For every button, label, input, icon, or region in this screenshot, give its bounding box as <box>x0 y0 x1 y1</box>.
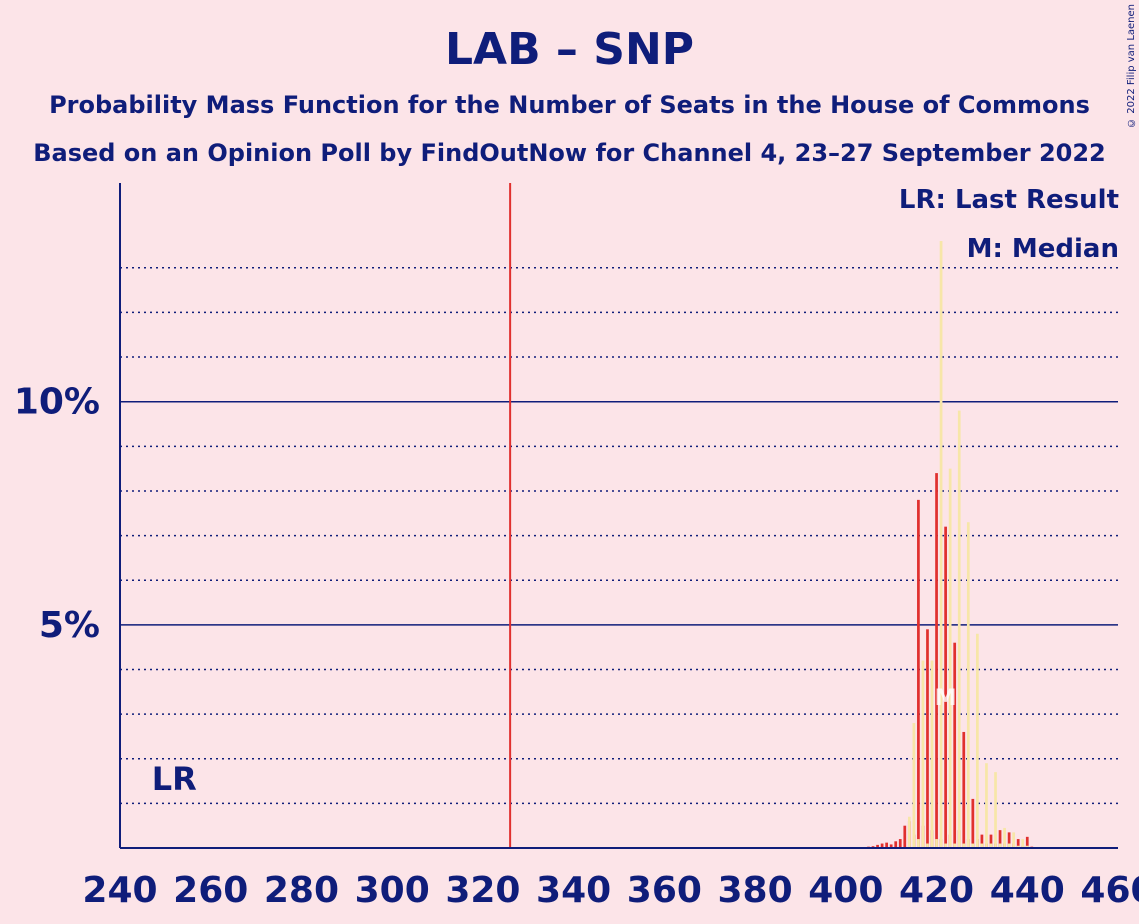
x-tick-label: 320 <box>445 870 520 911</box>
bar-primary <box>1007 832 1011 848</box>
bar-secondary <box>953 843 957 848</box>
bar-secondary <box>1012 832 1016 848</box>
bar-primary <box>935 473 938 848</box>
bar-secondary <box>921 660 925 848</box>
bar-primary <box>926 629 929 848</box>
last-result-label: LR <box>152 760 197 798</box>
bar-primary <box>1016 839 1020 848</box>
bar-primary <box>898 839 902 848</box>
chart-subtitle-2: Based on an Opinion Poll by FindOutNow f… <box>33 139 1106 167</box>
x-tick-label: 460 <box>1080 870 1139 911</box>
axes <box>119 183 1118 849</box>
x-tick-label: 360 <box>627 870 702 911</box>
chart-subtitle-1: Probability Mass Function for the Number… <box>49 91 1090 119</box>
bar-secondary <box>912 723 916 848</box>
bar-primary <box>998 830 1002 848</box>
y-tick-label: 10% <box>14 382 100 423</box>
bar-primary <box>989 834 993 848</box>
bar-secondary <box>1021 839 1025 848</box>
legend-median: M: Median <box>966 234 1119 264</box>
bar-secondary <box>907 816 911 848</box>
bar-secondary <box>971 843 975 848</box>
bar-primary <box>1025 836 1029 848</box>
bar-secondary <box>944 843 947 848</box>
x-tick-label: 440 <box>990 870 1065 911</box>
chart-title: LAB – SNP <box>444 24 695 75</box>
y-tick-label: 5% <box>39 605 100 646</box>
bar-secondary <box>939 241 943 848</box>
bar-primary <box>885 842 889 848</box>
x-tick-label: 380 <box>718 870 793 911</box>
bar-secondary <box>948 468 952 848</box>
bar-primary <box>889 844 893 848</box>
bar-secondary <box>957 410 961 848</box>
bar-primary <box>962 731 966 848</box>
bar-secondary <box>935 839 938 848</box>
bar-primary <box>971 798 975 848</box>
bar-primary <box>980 834 984 848</box>
bar-primary <box>944 526 947 848</box>
x-tick-label: 340 <box>536 870 611 911</box>
bar-secondary <box>966 522 970 848</box>
x-tick-label: 300 <box>355 870 430 911</box>
bar-secondary <box>1007 843 1011 848</box>
x-tick-label: 260 <box>173 870 248 911</box>
bar-secondary <box>989 843 993 848</box>
bar-primary <box>894 841 898 848</box>
gridlines <box>120 183 1118 848</box>
bar-secondary <box>998 843 1002 848</box>
bar-secondary <box>976 633 979 848</box>
x-tick-label: 420 <box>899 870 974 911</box>
x-tick-label: 280 <box>264 870 339 911</box>
x-tick-label: 400 <box>808 870 883 911</box>
bar-secondary <box>930 660 934 848</box>
median-marker: M <box>935 686 957 711</box>
bar-primary <box>917 499 920 848</box>
bar-secondary <box>1016 845 1020 848</box>
bar-secondary <box>980 843 984 848</box>
bar-primary <box>903 825 907 848</box>
bar-secondary <box>1025 845 1029 848</box>
bar-secondary <box>994 772 997 848</box>
bar-primary <box>880 843 884 848</box>
bar-secondary <box>1003 827 1006 848</box>
bar-secondary <box>917 839 920 848</box>
bar-secondary <box>962 843 966 848</box>
bars: M <box>862 241 1034 848</box>
bar-secondary <box>985 763 988 848</box>
x-tick-label: 240 <box>82 870 157 911</box>
legend-last-result: LR: Last Result <box>898 185 1119 215</box>
bar-secondary <box>926 843 929 848</box>
bar-primary <box>953 642 957 848</box>
tick-labels: 5% 10% LR 240 260 280 300 320 340 360 380 400 420 440… <box>14 382 1139 911</box>
bar-primary <box>876 844 879 848</box>
